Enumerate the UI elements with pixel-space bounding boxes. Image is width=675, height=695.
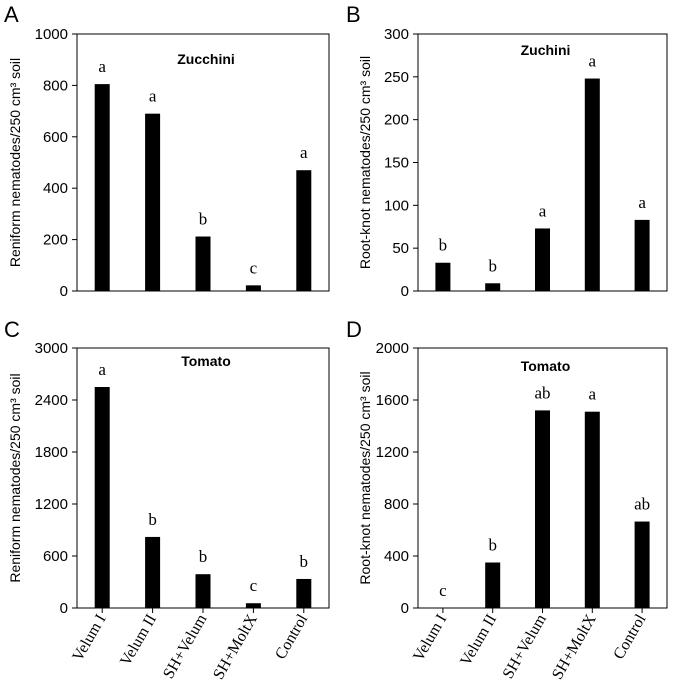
bar-velum-i [94,387,110,608]
panel-letter: A [4,2,19,27]
significance-letter: c [250,576,258,595]
y-tick-label: 2400 [35,392,68,409]
significance-letter: c [439,581,447,600]
y-tick-label: 150 [384,155,409,172]
bar-sh-velum [535,410,550,608]
panel-d: D Root-knot nematodes/250 cm³ soil 0 400 800… [346,317,668,682]
bar-sh-velum [195,574,211,608]
x-tick-label: SH+Velum [160,611,211,682]
y-axis-label: Root-knot nematodes/250 cm³ soil [357,56,373,269]
y-axis-label: Reniform nematodes/250 cm³ soil [7,58,23,267]
chart-title: Zuchini [521,42,571,58]
y-tick-label: 800 [384,496,409,513]
y-tick-label: 250 [384,69,409,86]
significance-letter: b [199,547,208,566]
significance-letter: a [589,385,597,404]
panel-a: A Reniform nematodes/250 cm³ soil 0 200 400 6… [4,2,330,300]
bar-control [296,170,312,291]
significance-letter: a [589,52,597,71]
x-tick-label: Velum II [457,612,500,669]
plot-frame [76,347,330,609]
x-tick-label: Velum I [410,612,450,665]
y-tick-label: 0 [60,283,68,300]
x-tick-label: Control [272,611,311,662]
y-tick-label: 100 [384,197,409,214]
bar-sh-moltx [584,78,600,292]
y-axis-label: Root-knot nematodes/250 cm³ soil [357,371,373,584]
bar-sh-moltx [245,285,261,291]
significance-letter: c [250,258,258,277]
bar-velum-i [435,262,451,291]
panel-letter: B [346,2,361,27]
y-tick-label: 600 [43,548,68,565]
y-tick-label: 0 [60,600,68,617]
y-tick-label: 800 [43,77,68,94]
significance-letter: b [148,510,157,529]
panel-b: B Root-knot nematodes/250 cm³ soil 0 50 100 1… [346,2,668,300]
significance-letter: b [199,210,208,229]
bar-velum-ii [145,113,161,291]
significance-letter: a [149,87,157,106]
bar-sh-velum [195,236,211,291]
y-tick-label: 600 [43,129,68,146]
x-tick-label: SH+MoltX [549,611,600,682]
x-tick-label: Velum II [117,612,160,669]
chart-title: Zucchini [177,51,235,67]
bar-velum-i [94,84,110,292]
y-tick-label: 1200 [35,496,68,513]
bar-velum-ii [145,536,161,608]
panel-letter: D [346,317,362,342]
y-tick-label: 200 [384,112,409,129]
y-tick-label: 400 [43,180,68,197]
significance-letter: a [300,143,308,162]
y-tick-label: 50 [392,240,409,257]
significance-letter: b [488,536,497,555]
y-tick-label: 2000 [376,340,409,357]
y-tick-label: 1000 [35,26,68,43]
bar-control [296,578,312,608]
significance-letter: a [638,193,646,212]
chart-title: Tomato [181,353,231,369]
significance-letter: ab [634,495,650,514]
bar-velum-ii [485,283,501,291]
y-tick-label: 0 [401,600,409,617]
y-tick-label: 1200 [376,444,409,461]
bar-control [634,521,650,608]
bar-sh-velum [535,228,550,291]
significance-letter: b [488,256,497,275]
y-axis-label: Reniform nematodes/250 cm³ soil [7,373,23,582]
bar-control [634,219,650,291]
bar-sh-moltx [584,411,600,608]
significance-letter: a [98,360,106,379]
panel-letter: C [4,317,20,342]
chart-title: Tomato [521,358,571,374]
y-tick-label: 3000 [35,340,68,357]
x-tick-label: Control [610,611,649,662]
y-tick-label: 0 [401,283,409,300]
panel-c: C Reniform nematodes/250 cm³ soil 0 600 1200… [4,317,330,682]
x-tick-label: SH+Velum [500,611,551,682]
x-tick-label: Velum I [69,612,109,665]
y-tick-label: 1800 [35,444,68,461]
y-tick-label: 1600 [376,392,409,409]
significance-letter: b [300,552,309,571]
significance-letter: a [98,57,106,76]
y-tick-label: 400 [384,548,409,565]
x-tick-label: SH+MoltX [210,611,261,682]
y-tick-label: 300 [384,26,409,43]
significance-letter: a [539,201,547,220]
significance-letter: ab [534,383,550,402]
significance-letter: b [439,236,448,255]
bar-sh-moltx [245,603,261,608]
y-tick-label: 200 [43,232,68,249]
bar-velum-ii [485,562,501,608]
